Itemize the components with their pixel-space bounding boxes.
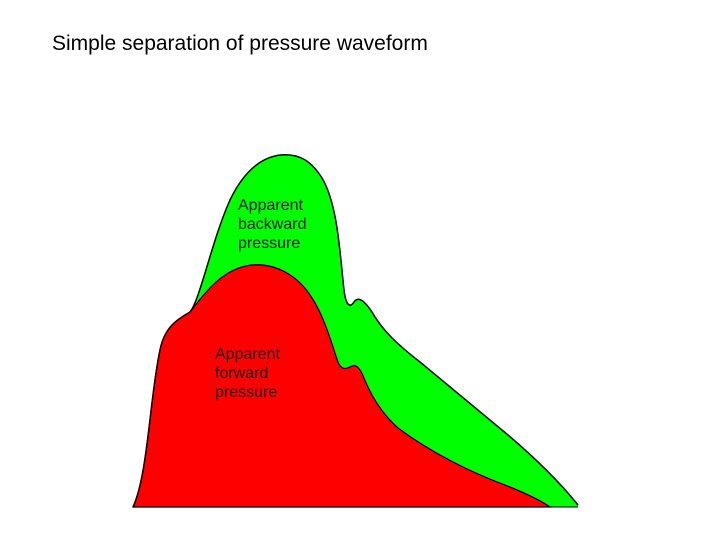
backward-label-line: backward bbox=[238, 216, 306, 233]
backward-pressure-label: Apparent backward pressure bbox=[238, 197, 311, 252]
slide-title: Simple separation of pressure waveform bbox=[52, 32, 428, 55]
backward-label-line: Apparent bbox=[238, 197, 303, 214]
forward-label-line: forward bbox=[215, 365, 268, 382]
forward-label-line: pressure bbox=[215, 384, 277, 401]
forward-label-line: Apparent bbox=[215, 346, 280, 363]
backward-label-line: pressure bbox=[238, 235, 300, 252]
waveform-outline bbox=[132, 154, 579, 508]
forward-pressure-label: Apparent forward pressure bbox=[215, 346, 284, 401]
